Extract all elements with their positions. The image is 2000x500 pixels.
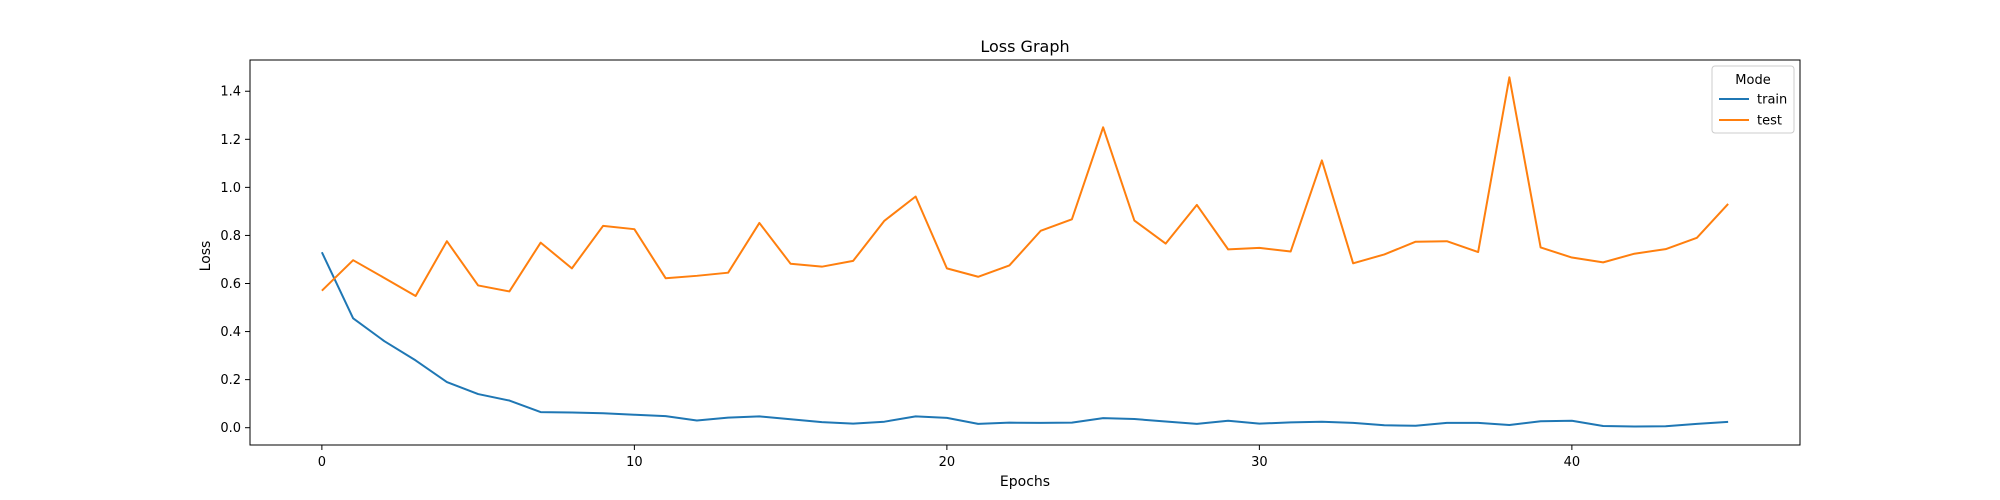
- legend-box: [1711, 65, 1795, 134]
- y-axis-label: Loss: [198, 241, 214, 272]
- y-tick-label: 0.2: [220, 373, 241, 388]
- legend-label-test: test: [1757, 114, 1782, 129]
- legend-title: Mode: [1735, 73, 1770, 88]
- x-tick-label: 10: [626, 455, 643, 470]
- x-tick-label: 40: [1564, 455, 1581, 470]
- x-axis-label: Epochs: [1000, 474, 1050, 490]
- y-tick-label: 1.2: [220, 133, 241, 148]
- y-tick-label: 0.8: [220, 229, 241, 244]
- series-line-train: [320, 251, 1729, 428]
- legend: Mode train test: [1711, 65, 1795, 134]
- y-tick-label: 1.4: [220, 85, 241, 100]
- y-tick-label: 1.0: [220, 181, 241, 196]
- x-tick-label: 0: [318, 455, 326, 470]
- series-line-test: [321, 76, 1729, 297]
- ticks-layer: 0 10 20 30 40 0.0 0.2 0.4 0.6 0.8 1.0 1.2 1.4: [220, 85, 1580, 470]
- legend-items: train test: [1719, 93, 1787, 129]
- legend-label-train: train: [1757, 93, 1787, 108]
- series-layer: [320, 76, 1729, 428]
- y-tick-label: 0.0: [220, 421, 241, 436]
- plot-frame: [249, 59, 1801, 446]
- x-tick-label: 20: [939, 455, 956, 470]
- y-tick-label: 0.4: [220, 325, 241, 340]
- y-tick-label: 0.6: [220, 277, 241, 292]
- x-tick-label: 30: [1251, 455, 1268, 470]
- chart-title: Loss Graph: [980, 37, 1069, 56]
